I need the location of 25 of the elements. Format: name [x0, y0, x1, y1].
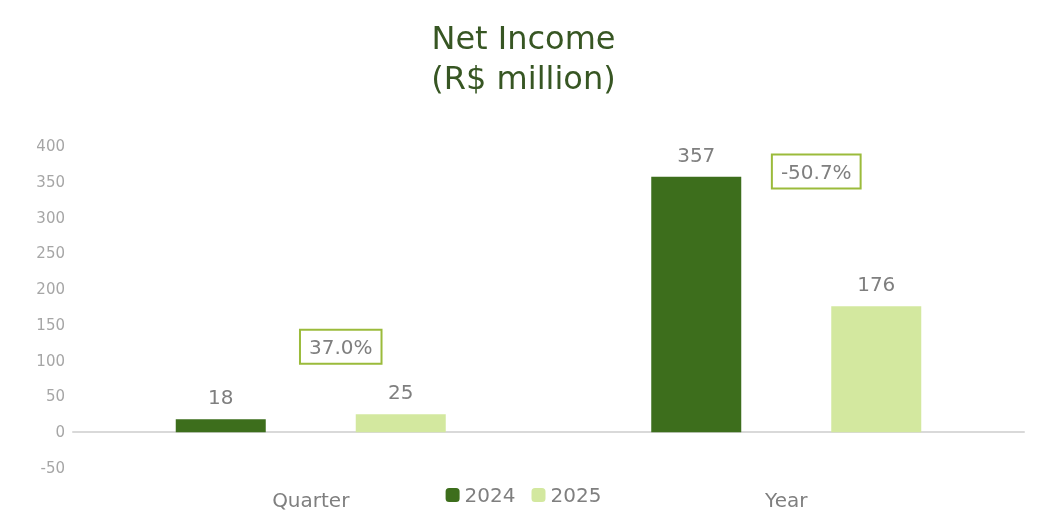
y-tick-label: 100 — [36, 351, 65, 370]
x-tick-label: Year — [764, 488, 809, 512]
y-tick-label: 250 — [36, 244, 65, 263]
y-tick-label: 300 — [36, 208, 65, 227]
data-label: 176 — [857, 272, 896, 297]
legend-label: 2025 — [550, 483, 602, 507]
chart-title: Net Income (R$ million) — [431, 19, 616, 97]
y-tick-label: 350 — [36, 172, 65, 191]
y-tick-label: 200 — [36, 280, 65, 299]
y-tick-label: 0 — [55, 423, 65, 442]
bar — [831, 306, 922, 433]
data-label: 25 — [388, 380, 414, 405]
y-tick-label: 50 — [45, 387, 65, 406]
x-tick-label: Quarter — [272, 488, 351, 512]
data-label: 18 — [208, 385, 234, 410]
legend-label: 2024 — [464, 483, 516, 507]
data-label: 357 — [677, 142, 716, 167]
bar — [175, 419, 266, 433]
annotation: 37.0% — [308, 334, 373, 359]
annotation: -50.7% — [780, 159, 852, 184]
y-tick-label: 150 — [36, 315, 65, 334]
bar — [355, 414, 446, 433]
y-tick-label: 400 — [36, 137, 65, 155]
bar — [651, 176, 742, 433]
y-tick-label: -50 — [40, 459, 65, 477]
